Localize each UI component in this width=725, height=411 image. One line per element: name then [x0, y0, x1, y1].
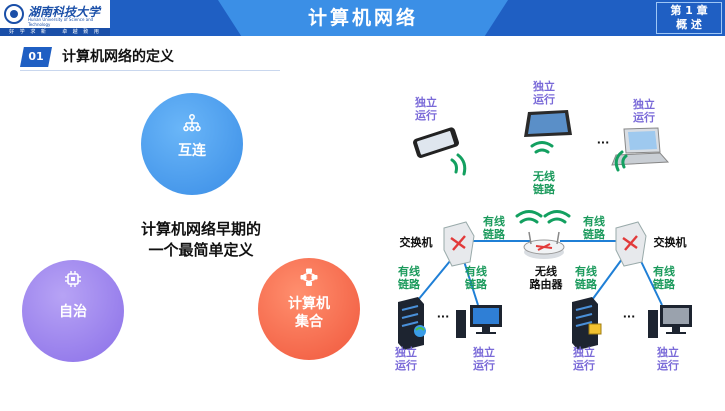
- switch-icon-right: [615, 221, 647, 267]
- label-independent-pc-right: 独立 运行: [657, 346, 679, 372]
- label-wireless-router: 无线 路由器: [529, 265, 563, 291]
- server-icon-left: [398, 297, 426, 350]
- label-independent-server-left: 独立 运行: [395, 346, 417, 372]
- label-wired-link-4: 有线 链路: [465, 265, 487, 291]
- smartphone-icon: [413, 127, 459, 158]
- logo-motto: 好 学 求 新 卓 越 致 用: [0, 28, 110, 36]
- computer-collection-label-2: 集合: [295, 314, 323, 330]
- label-wired-link-3: 有线 链路: [398, 265, 420, 291]
- server-icon-right: [572, 297, 602, 350]
- laptop-icon: [611, 127, 670, 166]
- label-wired-link-2: 有线 链路: [583, 215, 605, 241]
- autonomous-label: 自治: [59, 304, 87, 320]
- switch-icon-left: [443, 221, 475, 267]
- label-independent-server-right: 独立 运行: [573, 346, 595, 372]
- chapter-number: 第 1 章: [670, 4, 708, 17]
- label-wired-link-6: 有线 链路: [653, 265, 675, 291]
- page-title: 计算机网络: [307, 7, 418, 29]
- chapter-name: 概 述: [676, 18, 702, 31]
- chapter-badge: 第 1 章 概 述: [656, 2, 722, 34]
- label-independent-tablet: 独立 运行: [533, 80, 555, 106]
- connected-nodes-icon: [300, 268, 318, 286]
- section-number: 01: [20, 47, 52, 67]
- logo-subtitle: Hunan University of Science and Technolo…: [28, 17, 94, 27]
- section-title: 计算机网络的定义: [62, 49, 174, 65]
- desktop-pc-icon-right: [648, 305, 692, 338]
- wireless-signal-icons: [450, 141, 628, 224]
- interconnect-label: 互连: [178, 143, 206, 159]
- logo-name: 湖南科技大学: [28, 5, 101, 19]
- label-wired-link-1: 有线 链路: [483, 215, 505, 241]
- network-tree-icon: [183, 114, 201, 132]
- wireless-router-icon: [523, 231, 565, 259]
- label-switch-left: 交换机: [399, 236, 433, 249]
- university-seal-icon: [4, 4, 24, 24]
- label-wireless-link: 无线 链路: [533, 170, 555, 196]
- university-logo: 湖南科技大学 Hunan University of Science and T…: [0, 0, 110, 36]
- computer-collection-circle: 计算机 集合: [258, 258, 360, 360]
- label-independent-laptop: 独立 运行: [633, 98, 655, 124]
- computer-collection-label-1: 计算机: [288, 296, 330, 312]
- label-independent-pc-left: 独立 运行: [473, 346, 495, 372]
- definition-caption-line1: 计算机网络早期的: [140, 220, 261, 238]
- autonomous-circle: 自治: [22, 260, 124, 362]
- tablet-icon: [524, 110, 572, 137]
- desktop-pc-icon-left: [456, 305, 502, 338]
- ellipsis-bottom-right: ···: [622, 310, 636, 323]
- definition-caption: 计算机网络早期的 一个最简单定义: [126, 219, 276, 261]
- label-independent-phone: 独立 运行: [415, 96, 437, 122]
- label-wired-link-5: 有线 链路: [575, 265, 597, 291]
- title-tab: [218, 0, 508, 36]
- interconnect-circle: 互连: [141, 93, 243, 195]
- ellipsis-top: ···: [596, 136, 610, 149]
- section-divider: [20, 70, 280, 71]
- ellipsis-bottom-left: ···: [436, 310, 450, 323]
- cpu-chip-icon: [65, 271, 81, 287]
- definition-caption-line2: 一个最简单定义: [148, 241, 254, 259]
- label-switch-right: 交换机: [653, 236, 687, 249]
